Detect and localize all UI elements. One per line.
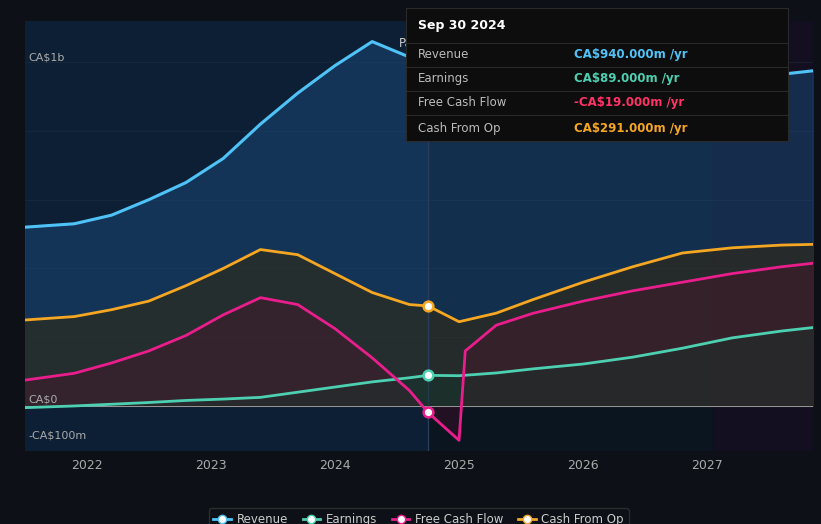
Bar bbox=[713, 21, 813, 451]
Text: CA$291.000m /yr: CA$291.000m /yr bbox=[575, 122, 688, 135]
Text: CA$940.000m /yr: CA$940.000m /yr bbox=[575, 48, 688, 61]
Text: Earnings: Earnings bbox=[418, 72, 470, 85]
Legend: Revenue, Earnings, Free Cash Flow, Cash From Op: Revenue, Earnings, Free Cash Flow, Cash … bbox=[209, 508, 629, 524]
Text: -CA$19.000m /yr: -CA$19.000m /yr bbox=[575, 96, 685, 109]
Text: CA$0: CA$0 bbox=[29, 394, 57, 404]
Text: CA$89.000m /yr: CA$89.000m /yr bbox=[575, 72, 680, 85]
Text: Sep 30 2024: Sep 30 2024 bbox=[418, 19, 506, 32]
Text: Past: Past bbox=[398, 37, 423, 50]
Bar bbox=[428, 21, 813, 451]
Text: Free Cash Flow: Free Cash Flow bbox=[418, 96, 507, 109]
Text: Cash From Op: Cash From Op bbox=[418, 122, 500, 135]
Text: Revenue: Revenue bbox=[418, 48, 470, 61]
Text: CA$1b: CA$1b bbox=[29, 52, 65, 62]
Text: Analysts Forecasts: Analysts Forecasts bbox=[433, 37, 543, 50]
Text: -CA$100m: -CA$100m bbox=[29, 430, 86, 440]
